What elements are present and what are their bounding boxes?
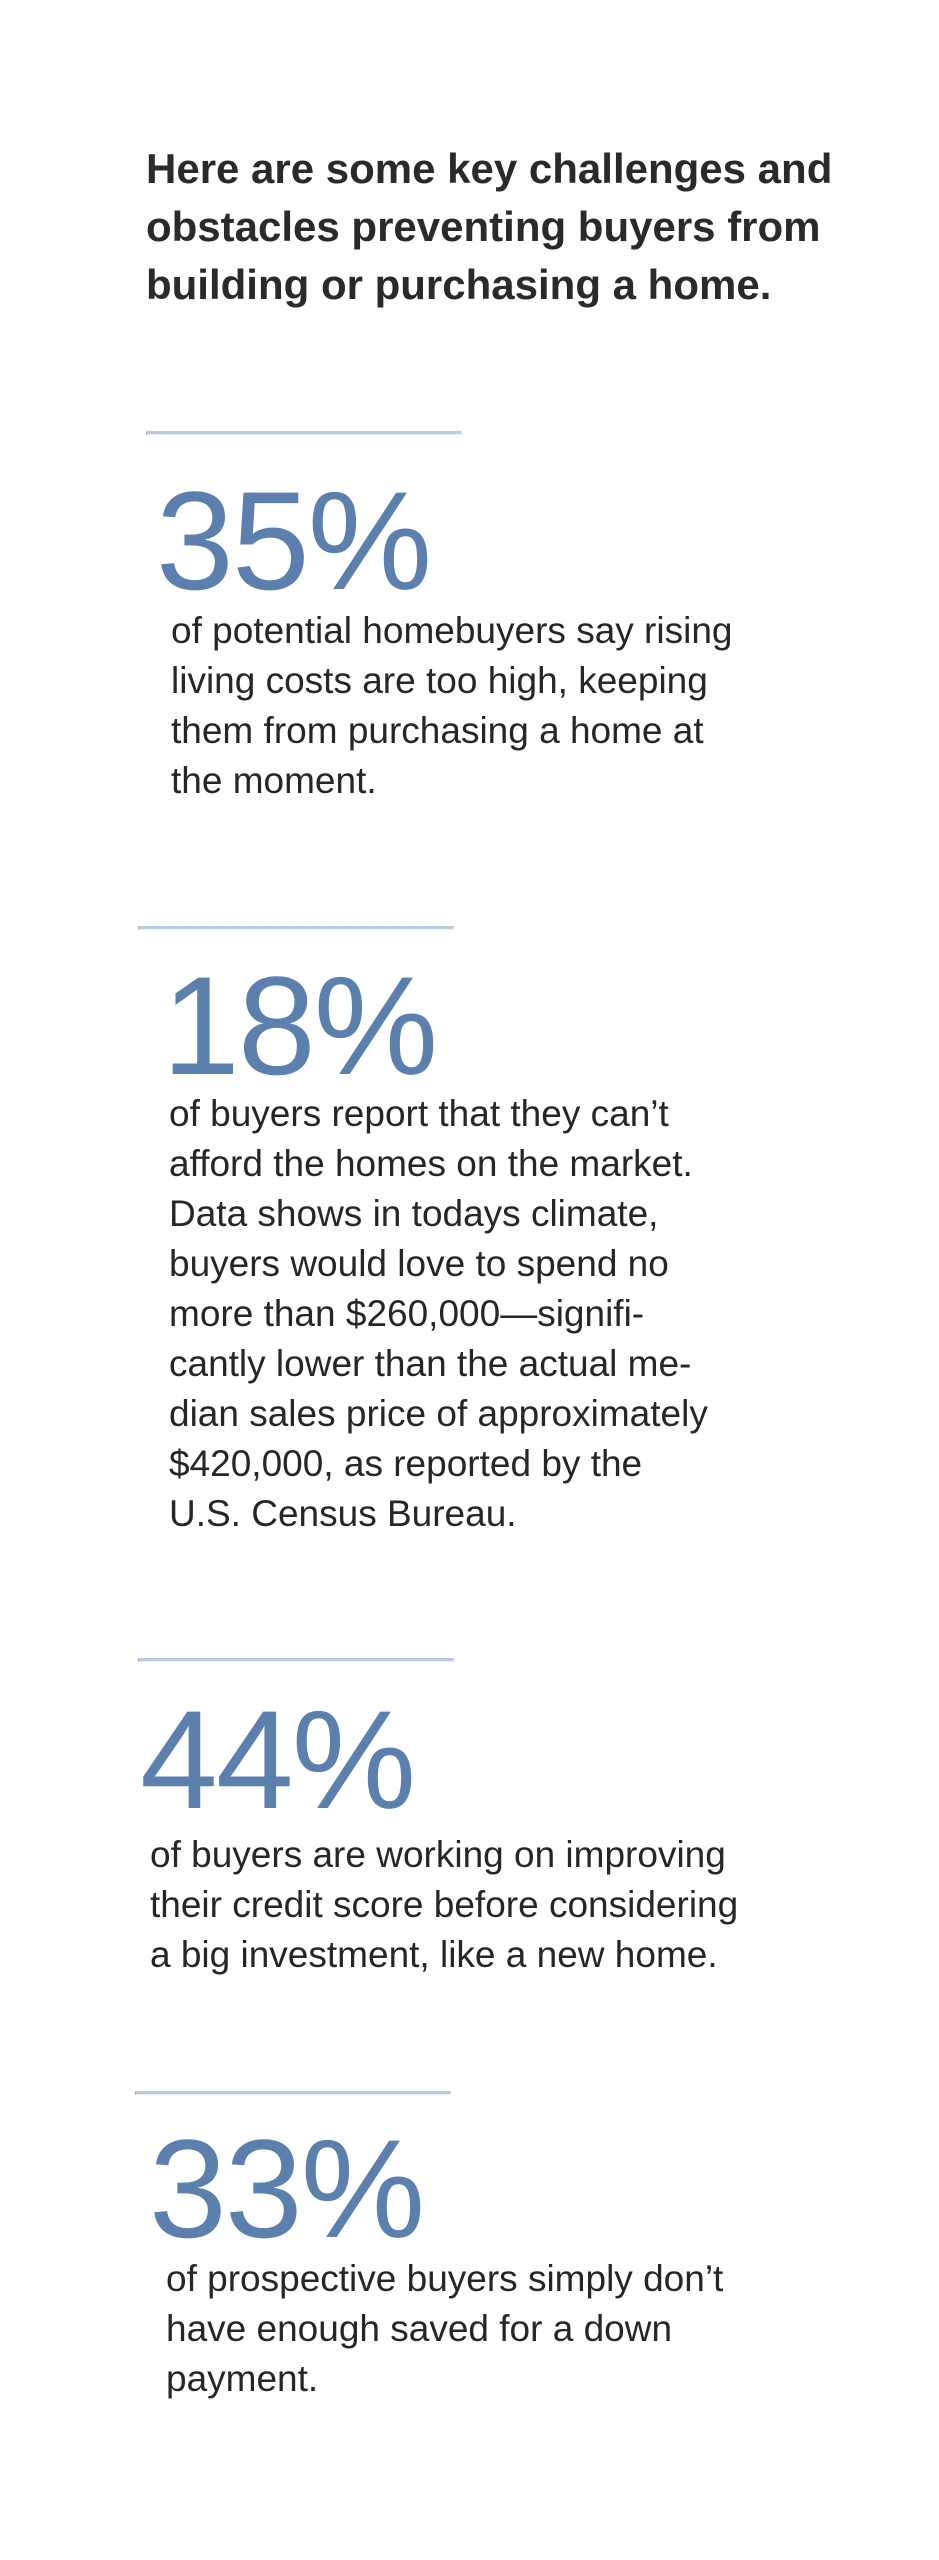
- stat-block-living-costs: 35% of potential homebuyers say rising l…: [146, 431, 906, 801]
- stat-percentage: 35%: [156, 462, 432, 619]
- stat-divider: [138, 1658, 454, 1662]
- stat-description-line: of prospective buyers simply don’t: [166, 2258, 724, 2299]
- stat-block-down-payment: 33% of prospective buyers simply don’t h…: [135, 2091, 895, 2399]
- stat-percentage: 33%: [149, 2110, 425, 2267]
- stat-description-line: U.S. Census Bureau.: [169, 1493, 517, 1534]
- stat-description-line: payment.: [166, 2358, 319, 2399]
- stat-description-line: of buyers report that they can’t: [169, 1093, 669, 1134]
- stat-description-line: them from purchasing a home at: [171, 710, 704, 751]
- stat-description-line: of buyers are working on improving: [150, 1834, 726, 1875]
- stat-description-line: $420,000, as reported by the: [169, 1443, 643, 1484]
- stat-description-line: a big investment, like a new home.: [150, 1934, 718, 1975]
- stat-percentage: 18%: [162, 947, 438, 1104]
- stat-description-line: their credit score before considering: [150, 1884, 739, 1925]
- stat-block-affordability: 18% of buyers report that they can’t aff…: [138, 926, 898, 1534]
- intro-heading: Here are some key challenges and obstacl…: [146, 140, 846, 314]
- stat-description: of potential homebuyers say rising livin…: [171, 606, 732, 806]
- stat-description-line: dian sales price of approximately: [169, 1393, 708, 1434]
- stat-divider: [135, 2091, 451, 2095]
- stat-description-line: have enough saved for a down: [166, 2308, 673, 2349]
- stat-description-line: of potential homebuyers say rising: [171, 610, 733, 651]
- stat-description: of buyers report that they can’t afford …: [169, 1089, 708, 1539]
- stat-description-line: more than $260,000—signifi-: [169, 1293, 645, 1334]
- intro-line: obstacles preventing buyers from: [146, 203, 821, 250]
- stat-percentage: 44%: [140, 1681, 416, 1838]
- stat-divider: [146, 431, 462, 435]
- stat-block-credit-score: 44% of buyers are working on improving t…: [138, 1658, 898, 1975]
- stat-description-line: afford the homes on the market.: [169, 1143, 693, 1184]
- stat-description-line: the moment.: [171, 760, 377, 801]
- stat-description-line: Data shows in todays climate,: [169, 1193, 659, 1234]
- stat-description: of prospective buyers simply don’t have …: [166, 2254, 723, 2404]
- stat-description-line: cantly lower than the actual me-: [169, 1343, 692, 1384]
- stat-description: of buyers are working on improving their…: [150, 1830, 738, 1980]
- stat-description-line: living costs are too high, keeping: [171, 660, 708, 701]
- intro-line: building or purchasing a home.: [146, 261, 772, 308]
- intro-line: Here are some key challenges and: [146, 145, 833, 192]
- stat-divider: [138, 926, 454, 930]
- stat-description-line: buyers would love to spend no: [169, 1243, 669, 1284]
